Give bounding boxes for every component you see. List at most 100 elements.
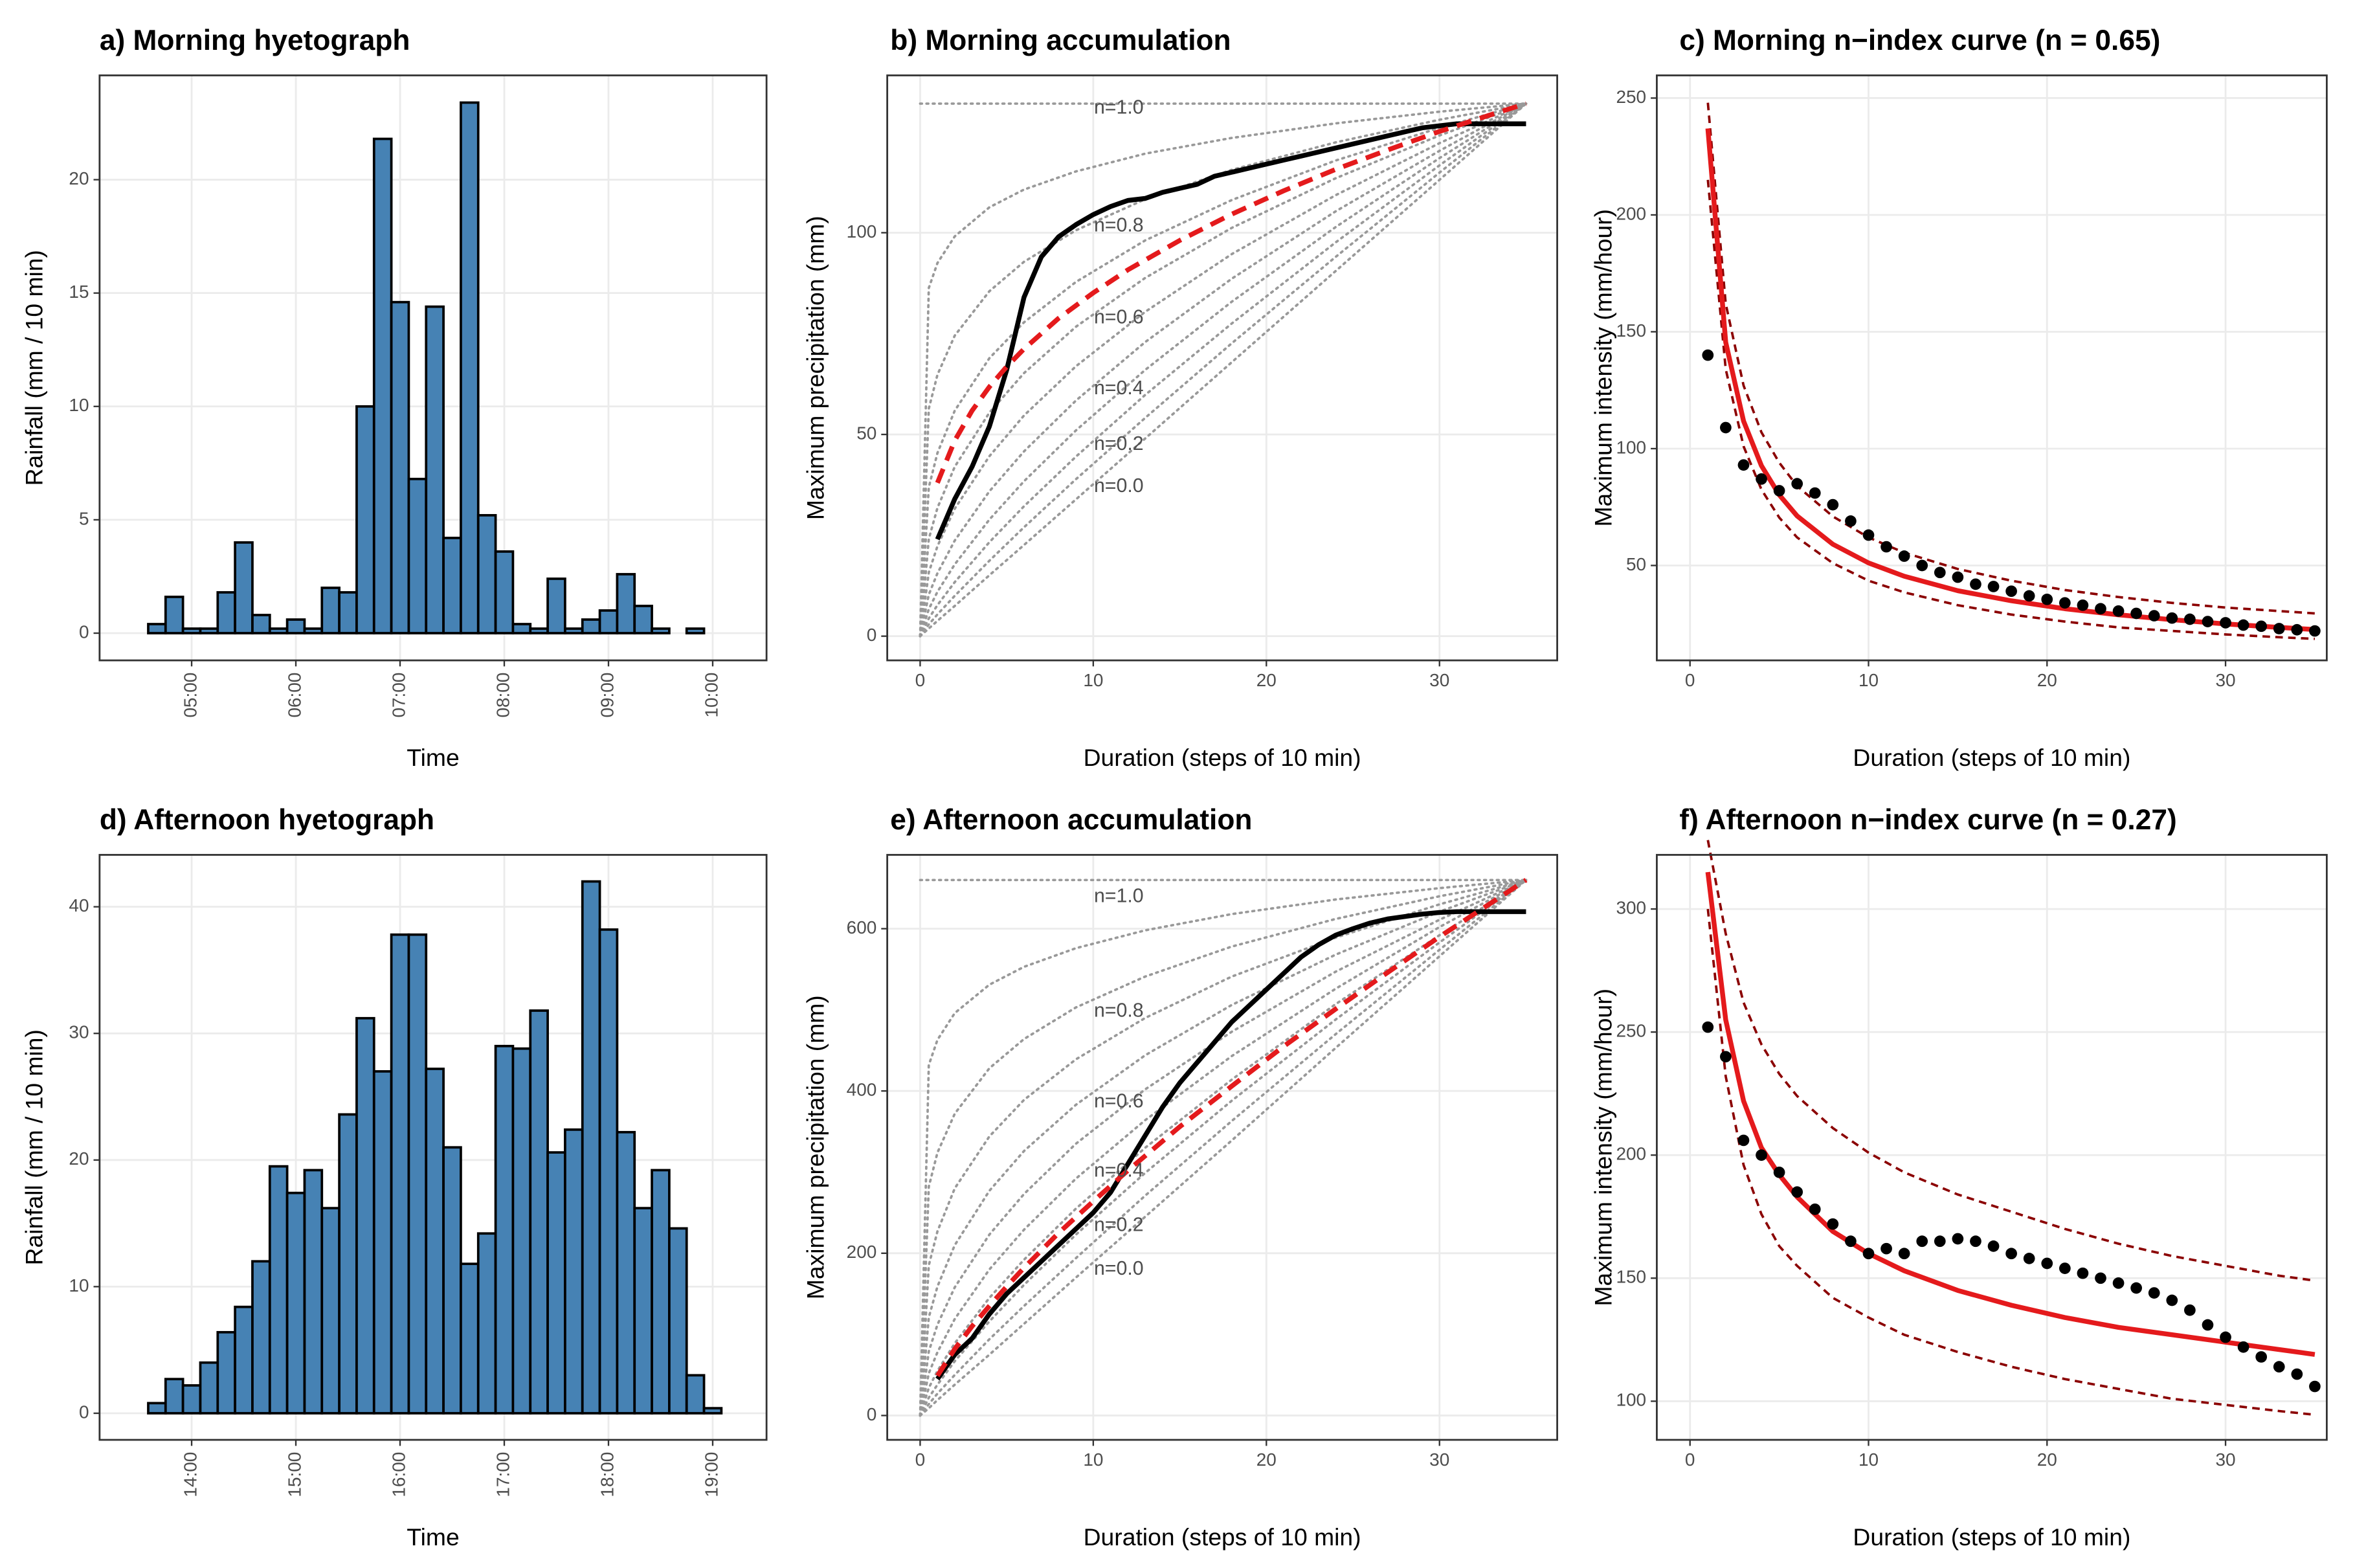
data-line: [919, 879, 1528, 1417]
bar: [633, 605, 653, 634]
bar: [581, 880, 601, 1415]
x-tick-label: 14:00: [180, 1452, 200, 1497]
y-tick-label: 0: [867, 1404, 877, 1424]
data-line: [919, 879, 1528, 1417]
y-axis-title: Rainfall (mm / 10 min): [20, 1029, 47, 1265]
data-line: [919, 102, 1528, 638]
x-tick-label: 10: [1858, 1450, 1879, 1470]
y-tick-label: 600: [847, 917, 877, 937]
data-point: [1916, 1235, 1928, 1248]
panel-border: [98, 854, 768, 1441]
data-point: [2112, 605, 2125, 617]
y-tick-label: 5: [79, 508, 89, 528]
data-point: [1862, 529, 1875, 541]
bar: [598, 928, 619, 1415]
bar: [616, 1130, 636, 1415]
data-point: [1898, 1248, 1910, 1260]
x-tick-label: 09:00: [597, 673, 617, 718]
data-point: [2220, 1331, 2231, 1343]
annotation: n=0.4: [1094, 1160, 1144, 1182]
bar: [476, 514, 497, 634]
x-tick-label: 30: [1429, 1450, 1449, 1470]
panel: 0 50 100 0 10 20 30 n=1.0 n=0.8 n=0.6 n=0.4 n=0.2 n=…: [802, 25, 1558, 771]
data-point: [2023, 590, 2035, 602]
x-tick-label: 30: [2215, 1450, 2235, 1470]
bar: [546, 577, 566, 634]
y-tick-label: 50: [856, 423, 876, 443]
panel: 50 100 150 200 250 0 10 20 30 c) Morning n−index …: [1589, 25, 2328, 771]
x-tick-label: 17:00: [493, 1452, 513, 1497]
annotation: n=1.0: [1094, 97, 1144, 118]
bar: [199, 1361, 219, 1415]
data-point: [1720, 1051, 1732, 1063]
bar: [355, 1016, 375, 1415]
panel-border: [886, 854, 1558, 1441]
data-point: [2202, 616, 2214, 627]
bar: [529, 627, 549, 634]
panel-background: [887, 855, 1557, 1440]
data-point: [1881, 541, 1892, 553]
data-point: [2255, 620, 2268, 633]
y-axis-title: Maximum precipitation (mm): [802, 995, 829, 1299]
data-line: [1705, 871, 2316, 1357]
y-axis-title: Rainfall (mm / 10 min): [20, 250, 47, 486]
bar: [616, 573, 636, 634]
data-point: [1862, 1248, 1875, 1260]
x-tick-label: 0: [915, 670, 926, 690]
data-line: [919, 102, 1528, 638]
data-point: [2184, 613, 2196, 625]
bar: [581, 618, 601, 634]
bar: [390, 300, 410, 634]
panel: 0 5 10 15 20 05:00 06:00 07:00 08:00 09:00 10:00 a)…: [20, 25, 768, 771]
data-point: [2166, 1294, 2178, 1306]
bar: [164, 596, 184, 634]
bar: [147, 623, 167, 634]
y-tick-label: 10: [69, 395, 89, 415]
data-point: [2273, 623, 2285, 634]
data-point: [2041, 1257, 2053, 1270]
x-tick-label: 05:00: [180, 673, 200, 718]
panel-background: [1657, 75, 2327, 661]
data-point: [1791, 478, 1803, 489]
data-point: [1809, 487, 1821, 499]
data-point: [2237, 619, 2249, 631]
bar: [529, 1009, 549, 1415]
data-line: [919, 879, 1528, 1417]
data-point: [2148, 610, 2160, 622]
annotation: n=0.6: [1094, 1090, 1144, 1112]
x-axis-title: Time: [407, 1523, 459, 1551]
bar: [564, 1128, 584, 1415]
panel: 100 150 200 250 300 0 10 20 30 f) Afternoon n−ind…: [1589, 804, 2328, 1551]
data-point: [1987, 1240, 2000, 1252]
x-tick-label: 20: [2037, 670, 2057, 690]
y-axis-title: Maximum precipitation (mm): [802, 216, 829, 520]
data-point: [1952, 1233, 1964, 1245]
chart-title: e) Afternoon accumulation: [890, 804, 1252, 836]
x-tick-label: 10: [1858, 670, 1879, 690]
x-axis-title: Duration (steps of 10 min): [1853, 744, 2130, 771]
bar: [476, 1232, 497, 1415]
y-tick-label: 100: [1616, 437, 1646, 457]
annotation: n=0.0: [1094, 475, 1144, 497]
data-line: [935, 878, 1528, 1378]
x-tick-label: 06:00: [284, 673, 304, 718]
bar: [442, 537, 462, 634]
bar: [407, 933, 428, 1415]
data-point: [1934, 1235, 1946, 1248]
bar: [216, 591, 236, 634]
y-tick-label: 40: [69, 895, 89, 915]
data-point: [2059, 597, 2071, 609]
data-point: [2095, 1272, 2106, 1284]
y-tick-label: 200: [1616, 203, 1646, 223]
data-point: [2309, 625, 2321, 637]
bar: [546, 1151, 566, 1415]
panel: 0 10 20 30 40 14:00 15:00 16:00 17:00 18:00 19:00 d…: [20, 804, 768, 1551]
panel: 0 200 400 600 0 10 20 30 n=1.0 n=0.8 n=0.6 n=0.4 n=0…: [802, 804, 1558, 1551]
x-tick-label: 20: [2037, 1450, 2057, 1470]
data-point: [2023, 1253, 2035, 1264]
data-point: [2130, 607, 2143, 620]
data-point: [2220, 617, 2231, 629]
bar: [285, 1191, 306, 1415]
